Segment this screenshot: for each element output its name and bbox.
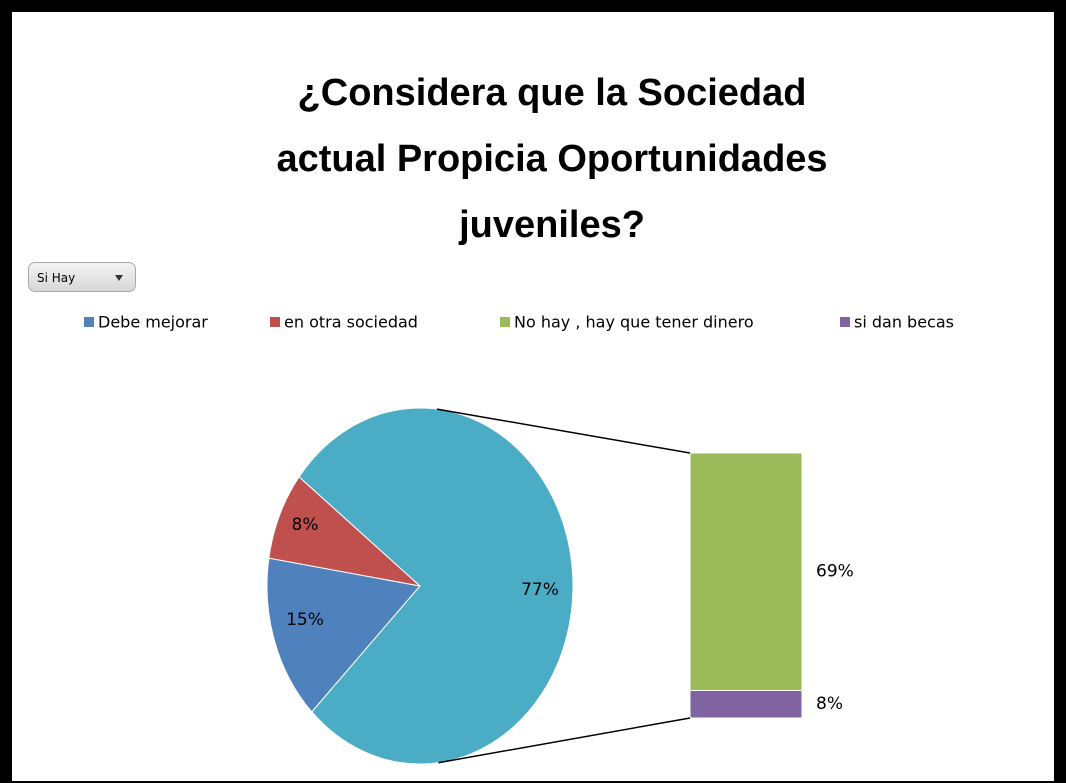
legend-label: en otra sociedad — [284, 313, 418, 332]
legend-label: si dan becas — [854, 313, 954, 332]
pie-slice — [266, 557, 421, 713]
pie-slice — [268, 476, 422, 587]
breakout-bar — [689, 452, 803, 691]
connector-line — [436, 408, 691, 454]
legend-label: No hay , hay que tener dinero — [514, 313, 754, 332]
legend-swatch — [500, 317, 510, 327]
legend-swatch — [84, 317, 94, 327]
connector-line — [438, 717, 691, 764]
legend-swatch — [270, 317, 280, 327]
data-label: 69% — [816, 562, 854, 582]
data-label: 15% — [286, 610, 324, 630]
chart: 15% 8% 77% 69% 8% Debe mejorar en otra socieda… — [84, 313, 954, 765]
breakout-bar — [689, 689, 803, 719]
filter-button[interactable]: Si Hay — [28, 262, 136, 292]
chart-title: ¿Considera que la Sociedad actual Propic… — [276, 72, 828, 246]
legend-label: Debe mejorar — [98, 313, 208, 332]
pie-slice — [298, 407, 574, 765]
data-label: 77% — [521, 580, 559, 600]
data-label: 8% — [292, 515, 319, 535]
legend-swatch — [840, 317, 850, 327]
chart-frame: ¿Considera que la Sociedad actual Propic… — [12, 12, 1054, 781]
data-label: 8% — [816, 694, 843, 714]
